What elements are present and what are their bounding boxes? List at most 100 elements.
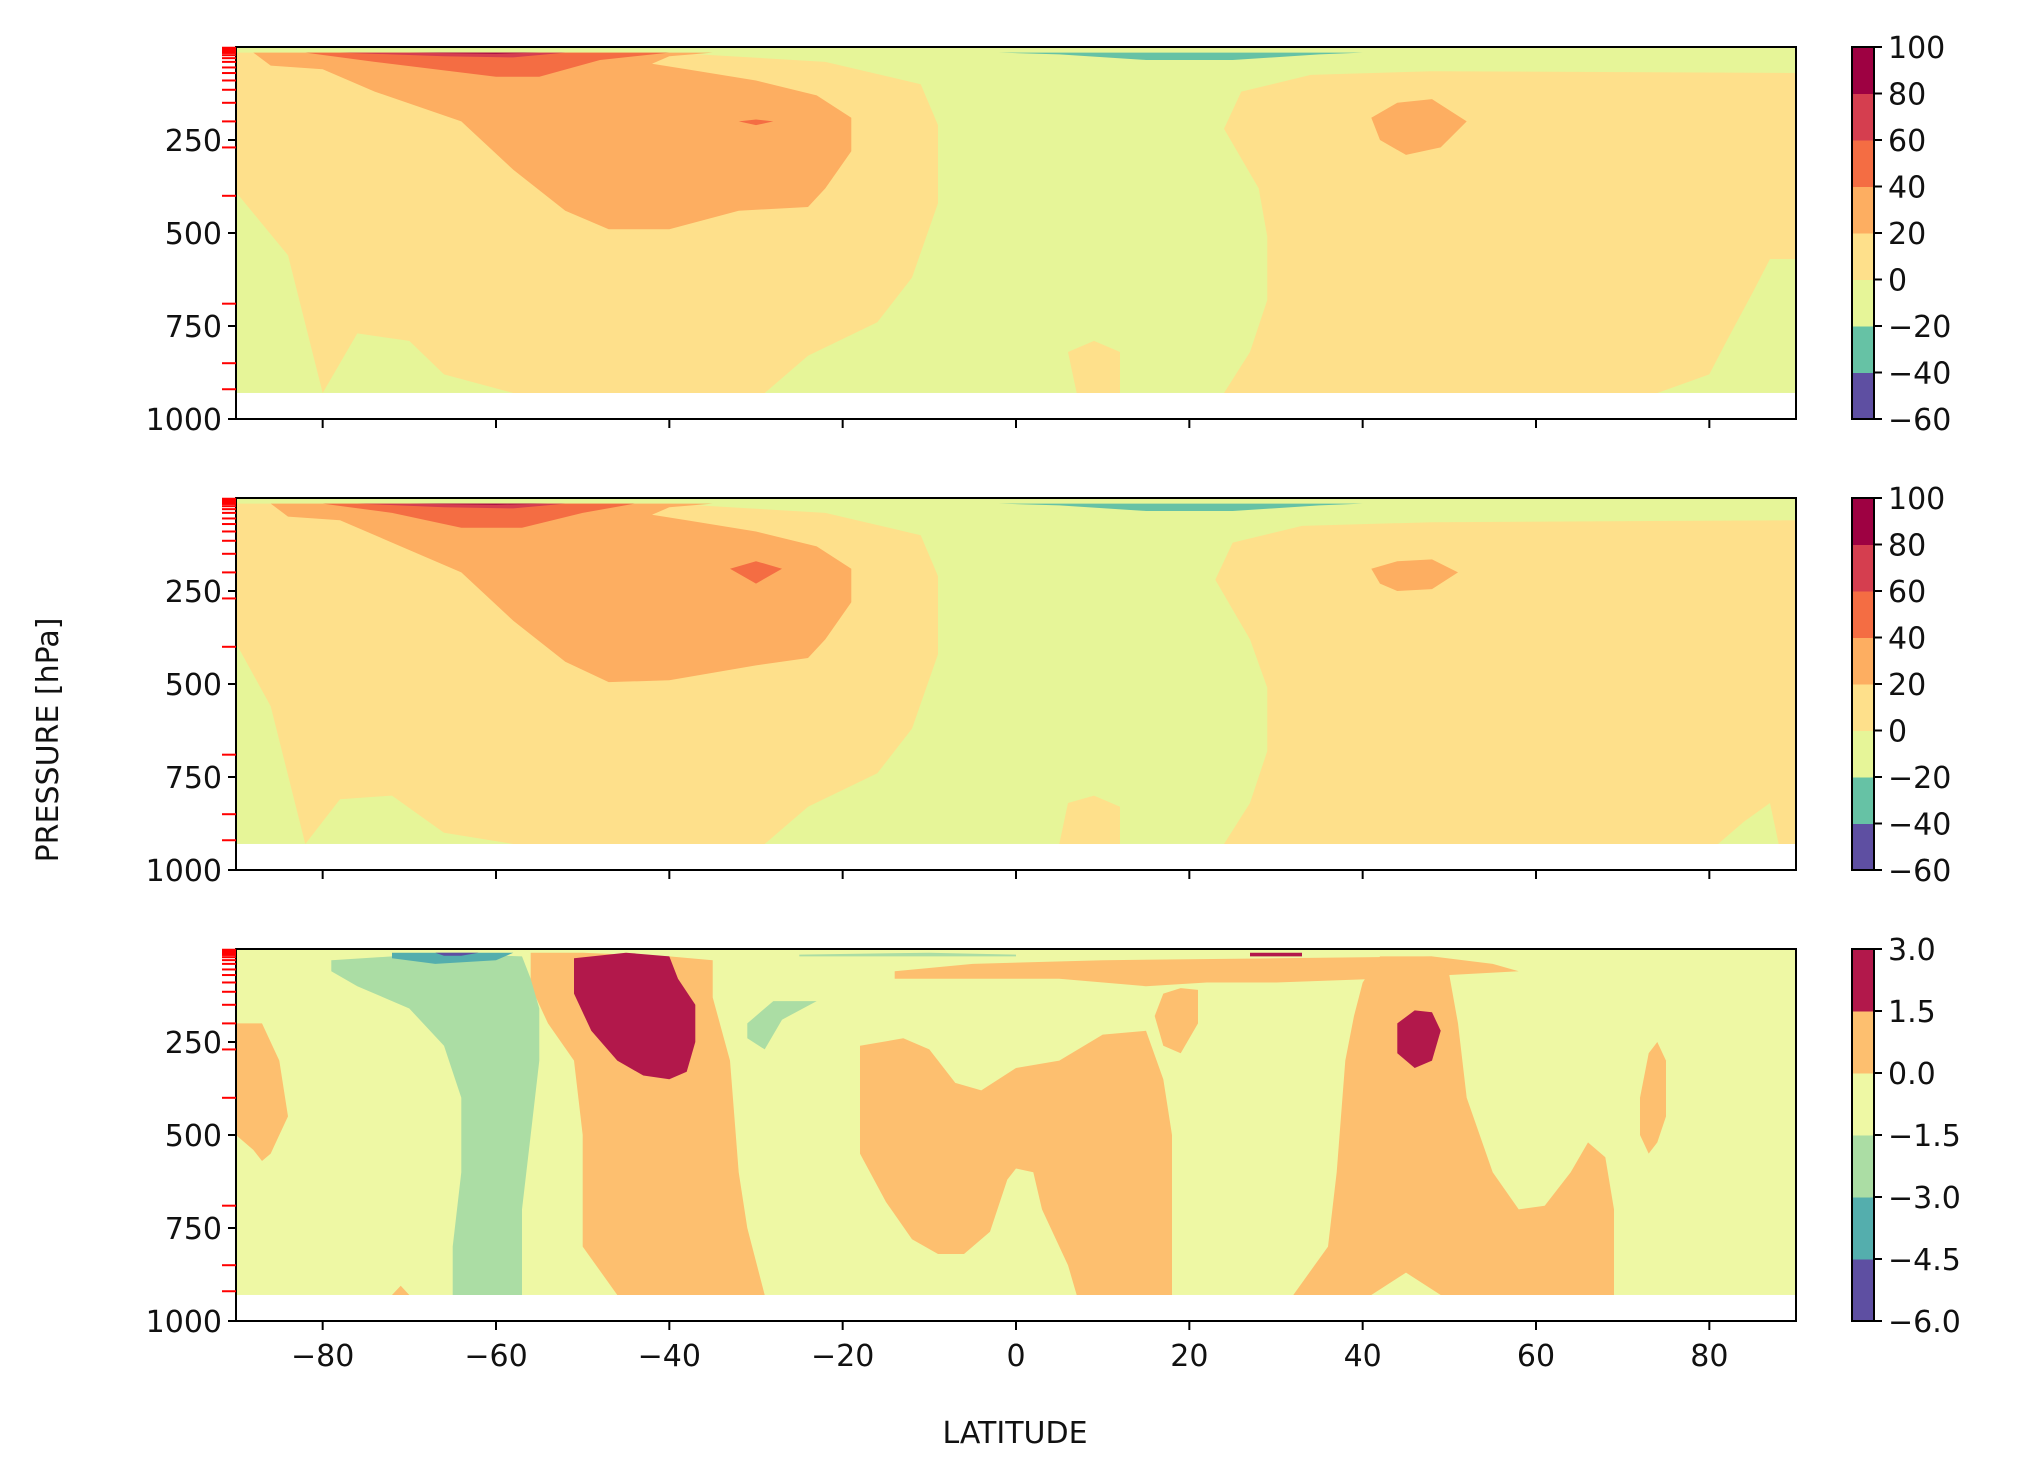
- y-tick-label: 250: [165, 124, 222, 159]
- colorbar-tick-label: −3.0: [1888, 1181, 1961, 1216]
- colorbar-segment: [1852, 47, 1874, 94]
- colorbar-segment: [1852, 326, 1874, 373]
- colorbar-segment: [1852, 1135, 1874, 1198]
- colorbar-segment: [1852, 140, 1874, 187]
- contour-region: [1371, 559, 1458, 591]
- colorbar-tick-label: 80: [1888, 78, 1926, 113]
- contour-region: [322, 503, 635, 528]
- contour-region: [435, 952, 479, 956]
- colorbar-tick-label: 100: [1888, 482, 1945, 517]
- contour-region: [799, 952, 1016, 957]
- contour-region: [340, 52, 566, 58]
- contour-region: [1215, 520, 1796, 844]
- panel-middle: 250 500 750 1000 100 80 60 40 20 0 −20 −40 −60: [146, 482, 1952, 889]
- y-tick-label: 750: [165, 1212, 222, 1247]
- colorbar-segment: [1852, 684, 1874, 731]
- x-tick-label: 20: [1170, 1339, 1208, 1374]
- contour-region: [894, 956, 1519, 987]
- x-tick-label: 40: [1344, 1339, 1382, 1374]
- colorbar-tick-label: 40: [1888, 171, 1926, 206]
- y-tick-label: 750: [165, 310, 222, 345]
- colorbar-segment: [1852, 498, 1874, 545]
- contour-region: [409, 503, 548, 505]
- contour-region: [747, 1001, 817, 1050]
- y-tick-label: 1000: [146, 854, 222, 889]
- y-tick-label: 1000: [146, 1305, 222, 1340]
- colorbar-segment: [1852, 279, 1874, 327]
- contour-region: [1293, 956, 1614, 1295]
- y-tick-label: 250: [165, 575, 222, 610]
- x-tick-label: 60: [1517, 1339, 1555, 1374]
- contour-region: [530, 952, 765, 1295]
- colorbar-segment: [1852, 777, 1874, 824]
- contour-region: [1640, 1042, 1666, 1154]
- contour-region: [1154, 988, 1198, 1054]
- colorbar-tick-label: −60: [1888, 403, 1951, 438]
- y-tick-label: 500: [165, 217, 222, 252]
- contour-region: [1250, 952, 1302, 957]
- y-tick-label: 1000: [146, 403, 222, 438]
- colorbar-tick-label: 60: [1888, 124, 1926, 159]
- y-axis-label: PRESSURE [hPa]: [31, 618, 66, 863]
- colorbar-segment: [1852, 1197, 1874, 1260]
- contour-region: [305, 52, 670, 77]
- colorbar-segment: [1852, 730, 1874, 778]
- colorbar-tick-label: −20: [1888, 761, 1951, 796]
- contour-region: [1059, 795, 1120, 844]
- colorbar-tick-label: 20: [1888, 668, 1926, 703]
- x-tick-label: 80: [1690, 1339, 1728, 1374]
- contour-region: [331, 954, 540, 1295]
- contour-region: [730, 561, 782, 584]
- colorbar-segment: [1852, 186, 1874, 234]
- colorbar-segment: [1852, 1259, 1874, 1322]
- colorbar-tick-label: 20: [1888, 217, 1926, 252]
- colorbar-segment: [1852, 1011, 1874, 1074]
- colorbar-tick-label: 40: [1888, 622, 1926, 657]
- colorbar-tick-label: −40: [1888, 357, 1951, 392]
- contour-region: [253, 52, 852, 230]
- colorbar-tick-label: −60: [1888, 854, 1951, 889]
- contour-region: [409, 52, 540, 54]
- contour-region: [860, 1030, 1172, 1295]
- contour-region: [574, 952, 696, 1080]
- y-tick-label: 500: [165, 1119, 222, 1154]
- colorbar-segment: [1852, 823, 1874, 871]
- x-axis-label: LATITUDE: [942, 1416, 1087, 1451]
- colorbar-segment: [1852, 949, 1874, 1012]
- colorbar-segment: [1852, 372, 1874, 420]
- colorbar-segment: [1852, 93, 1874, 141]
- contour-region: [270, 503, 852, 683]
- colorbar-tick-label: 0: [1888, 264, 1907, 299]
- colorbar-tick-label: −6.0: [1888, 1305, 1961, 1340]
- colorbar-tick-label: 0: [1888, 715, 1907, 750]
- colorbar-tick-label: 1.5: [1888, 995, 1936, 1030]
- colorbar-segment: [1852, 1073, 1874, 1136]
- panel-bottom: 250 500 750 1000 −80 −60 −40 −20 0 20 40 60 80 3.0 1.5…: [146, 933, 1961, 1374]
- colorbar-tick-label: 100: [1888, 31, 1945, 66]
- x-tick-label: −80: [291, 1339, 354, 1374]
- colorbar-tick-label: 0.0: [1888, 1057, 1936, 1092]
- contour-region: [1224, 71, 1796, 393]
- colorbar-tick-label: 60: [1888, 575, 1926, 610]
- contour-region: [998, 52, 1363, 60]
- contour-region: [738, 119, 774, 126]
- x-tick-label: −60: [464, 1339, 527, 1374]
- y-tick-label: 750: [165, 761, 222, 796]
- contour-region: [1371, 99, 1467, 155]
- contour-region: [998, 503, 1363, 511]
- x-tick-label: −20: [811, 1339, 874, 1374]
- y-tick-label: 500: [165, 668, 222, 703]
- contour-region: [1068, 340, 1120, 393]
- colorbar-segment: [1852, 591, 1874, 638]
- contour-region: [357, 503, 566, 509]
- colorbar-tick-label: 3.0: [1888, 933, 1936, 968]
- colorbar-tick-label: −4.5: [1888, 1243, 1961, 1278]
- x-tick-label: −40: [638, 1339, 701, 1374]
- contour-region: [1397, 1010, 1441, 1068]
- colorbar-tick-label: −20: [1888, 310, 1951, 345]
- colorbar-segment: [1852, 233, 1874, 280]
- colorbar-segment: [1852, 637, 1874, 685]
- colorbar-tick-label: −1.5: [1888, 1119, 1961, 1154]
- colorbar-tick-label: −40: [1888, 808, 1951, 843]
